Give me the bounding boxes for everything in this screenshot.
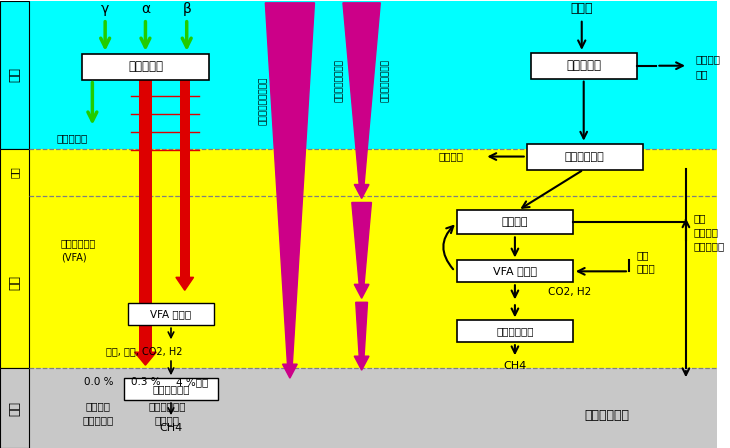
Bar [527, 143, 642, 169]
Text: メタン生産菌: メタン生産菌 [496, 326, 534, 336]
Bar [0, 1, 29, 149]
Text: オリゴ糖: オリゴ糖 [696, 54, 721, 64]
Text: 腸内通過時間: 腸内通過時間 [148, 401, 186, 411]
Text: 0.3 %: 0.3 % [131, 377, 161, 387]
Bar [0, 368, 29, 448]
Text: 高摂取量: 高摂取量 [85, 401, 111, 411]
Text: 乳酸: 乳酸 [694, 213, 706, 224]
Text: アミラーゼ: アミラーゼ [128, 60, 163, 73]
Text: コハク酸: コハク酸 [694, 228, 719, 237]
Bar [180, 80, 190, 277]
Text: 酢酸, ギ酸, CO2, H2: 酢酸, ギ酸, CO2, H2 [106, 346, 182, 356]
Text: グルコース: グルコース [57, 134, 88, 143]
Bar [29, 197, 718, 368]
Text: メタン生産菌: メタン生産菌 [153, 384, 190, 394]
Text: 単糖: 単糖 [696, 69, 708, 79]
Text: γ: γ [101, 2, 110, 16]
Polygon shape [265, 3, 315, 364]
Text: VFA 利用菌: VFA 利用菌 [493, 266, 537, 276]
Text: 多糖質分解菌: 多糖質分解菌 [565, 151, 604, 162]
Bar [457, 260, 573, 282]
Text: の場合でも: の場合でも [82, 415, 114, 425]
Text: 排泄: 排泄 [8, 401, 21, 416]
Bar [128, 303, 214, 325]
Text: (VFA): (VFA) [61, 252, 87, 263]
Bar [0, 149, 29, 368]
Text: 消化性－発酵分解様: 消化性－発酵分解様 [259, 77, 268, 125]
Polygon shape [356, 302, 367, 356]
Polygon shape [352, 202, 372, 284]
Text: 揮発性脂肪酸: 揮発性脂肪酸 [61, 238, 96, 248]
Polygon shape [354, 356, 369, 370]
Text: 不消化性物質: 不消化性物質 [585, 409, 630, 422]
Bar [457, 320, 573, 342]
Text: 4 %以上: 4 %以上 [177, 377, 209, 387]
Text: 大腸: 大腸 [8, 275, 21, 290]
Text: CO2, H2: CO2, H2 [548, 287, 591, 297]
Bar [82, 54, 210, 80]
Text: CH4: CH4 [159, 423, 182, 433]
Text: 難消化性－分解様: 難消化性－分解様 [381, 59, 390, 102]
Bar [531, 53, 637, 79]
Text: β: β [182, 2, 191, 16]
Text: アミラーゼ: アミラーゼ [566, 59, 602, 72]
Text: エタノール: エタノール [694, 241, 725, 251]
Text: 脂肪酸: 脂肪酸 [637, 263, 656, 273]
Polygon shape [354, 284, 369, 298]
Text: 小腸: 小腸 [8, 67, 21, 82]
Bar [457, 211, 573, 234]
Bar [29, 1, 718, 149]
Text: 短鎖: 短鎖 [637, 250, 649, 260]
Bar [29, 368, 718, 448]
Text: 0.0 %: 0.0 % [83, 377, 113, 387]
Bar [139, 80, 153, 352]
Text: CH4: CH4 [503, 361, 526, 371]
Text: 難消化性－分解様: 難消化性－分解様 [334, 59, 344, 102]
Text: 盲腸: 盲腸 [9, 167, 20, 178]
Polygon shape [283, 364, 297, 378]
Text: α: α [141, 2, 150, 16]
Text: によって: によって [155, 415, 180, 425]
Text: オリゴ糖: オリゴ糖 [439, 151, 464, 162]
Text: 多糖質: 多糖質 [570, 2, 593, 15]
Text: VFA 利用菌: VFA 利用菌 [150, 309, 191, 319]
Bar [124, 378, 218, 400]
Polygon shape [134, 352, 156, 365]
Bar [29, 149, 718, 197]
Text: 糖分解菌: 糖分解菌 [502, 217, 529, 228]
Polygon shape [354, 185, 369, 198]
Polygon shape [343, 3, 380, 185]
Polygon shape [176, 277, 193, 290]
